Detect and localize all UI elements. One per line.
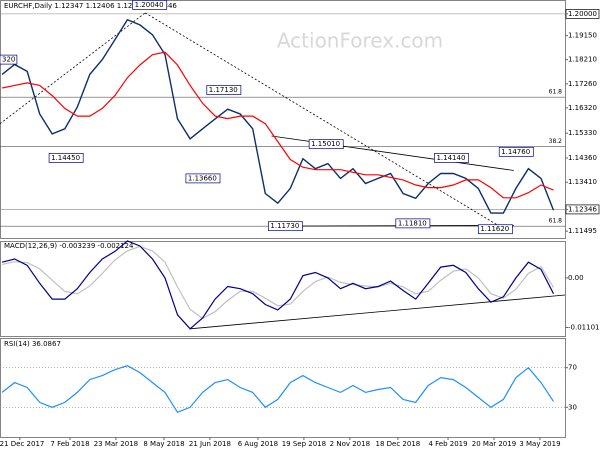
x-tick-label: 21 Jun 2018 <box>189 440 231 448</box>
y-tick-label: 1.18210 <box>568 56 597 64</box>
annotation-box <box>268 221 303 232</box>
series-line <box>1 365 554 414</box>
y-tick-label: 1.11495 <box>568 227 597 235</box>
y-tick-label: 30 <box>568 403 577 411</box>
fib-label: 61.8 <box>549 89 563 96</box>
y-tick-label: 1.12346 <box>568 205 597 213</box>
y-tick-label: 1.19150 <box>568 32 597 40</box>
annotation-label: 1.11810 <box>398 219 427 227</box>
y-tick-label: -0.011015 <box>568 324 600 332</box>
price-annotation: 1.17130 <box>206 85 242 95</box>
x-tick-label: 18 Dec 2018 <box>376 440 421 448</box>
price-annotation: 1.14760 <box>498 146 534 157</box>
trendline <box>144 12 503 229</box>
trendline <box>271 135 514 171</box>
annotation-label: 1.14760 <box>501 148 530 156</box>
price-annotation: 1.15010 <box>308 139 344 150</box>
panel-frame <box>0 338 566 438</box>
annotation-box <box>477 224 513 235</box>
y-tick-label: 1.13410 <box>568 178 597 186</box>
annotation-label: 1.14140 <box>436 154 465 162</box>
x-tick-label: 2 Nov 2018 <box>330 440 370 448</box>
annotation-box <box>185 173 221 184</box>
price-annotation: 1.11620 <box>477 224 513 235</box>
price-annotation: 1.11810 <box>395 218 431 229</box>
annotation-box <box>0 54 18 65</box>
annotation-box <box>206 85 242 95</box>
macd-title: MACD(12,26,9) -0.003239 -0.002124 <box>4 242 134 250</box>
annotation-label: 1.13660 <box>188 174 217 182</box>
x-tick-label: 6 Aug 2018 <box>238 440 278 448</box>
x-tick-label: 4 Feb 2019 <box>428 440 467 448</box>
y-tick-label: 70 <box>568 364 577 372</box>
x-tick-label: 21 Dec 2017 <box>0 440 44 448</box>
series-line <box>1 51 554 199</box>
annotation-label: 1.15010 <box>311 140 340 148</box>
y-tick-label: 1.16320 <box>568 104 597 112</box>
y-tick-label: 1.14360 <box>568 154 597 162</box>
price-annotation: 1.11730 <box>268 221 303 232</box>
trendline <box>190 294 566 330</box>
price-annotation: 1.14140 <box>434 153 469 163</box>
annotation-box <box>48 153 84 163</box>
y-tick-label: 1.17260 <box>568 80 597 88</box>
annotation-label: 1.20040 <box>135 1 164 9</box>
trendline <box>0 12 146 125</box>
watermark: ActionForex.com <box>277 29 443 53</box>
y-tick-label: 1.20000 <box>568 10 597 18</box>
series-line <box>1 18 555 214</box>
annotation-label: 1.11620 <box>480 225 509 233</box>
fib-label: 38.2 <box>549 138 563 145</box>
x-tick-label: 19 Sep 2018 <box>282 440 326 448</box>
annotation-box <box>498 146 534 157</box>
annotation-label: 320 <box>2 56 15 64</box>
annotation-label: 1.17130 <box>209 86 238 94</box>
annotation-box <box>434 153 469 163</box>
x-tick-label: 23 Mar 2018 <box>94 440 138 448</box>
x-tick-label: 8 May 2018 <box>143 440 184 448</box>
trendline <box>271 225 514 227</box>
y-tick-label: 0.00 <box>568 274 584 282</box>
panel-frame <box>0 0 566 239</box>
rsi-title: RSI(14) 36.0867 <box>4 340 61 348</box>
price-annotation: 1.13660 <box>185 173 221 184</box>
y-tick-label: 1.15330 <box>568 129 597 137</box>
x-tick-label: 3 May 2019 <box>519 440 560 448</box>
annotation-label: 1.14450 <box>51 154 80 162</box>
x-tick-label: 7 Feb 2018 <box>50 440 89 448</box>
annotation-box <box>395 218 431 229</box>
annotation-box <box>308 139 344 150</box>
price-annotation: 320 <box>0 54 18 65</box>
series-line <box>1 245 555 320</box>
price-annotation: 1.20040 <box>132 0 168 10</box>
panel-frame <box>0 241 566 337</box>
series-line <box>1 240 555 330</box>
price-title: EURCHF,Daily 1.12347 1.12406 1.12302 1.1… <box>4 2 177 10</box>
fib-label: 61.8 <box>549 218 563 225</box>
x-tick-label: 20 Mar 2019 <box>472 440 516 448</box>
price-annotation: 1.14450 <box>48 153 84 163</box>
annotation-box <box>132 0 168 10</box>
annotation-label: 1.11730 <box>270 222 299 230</box>
